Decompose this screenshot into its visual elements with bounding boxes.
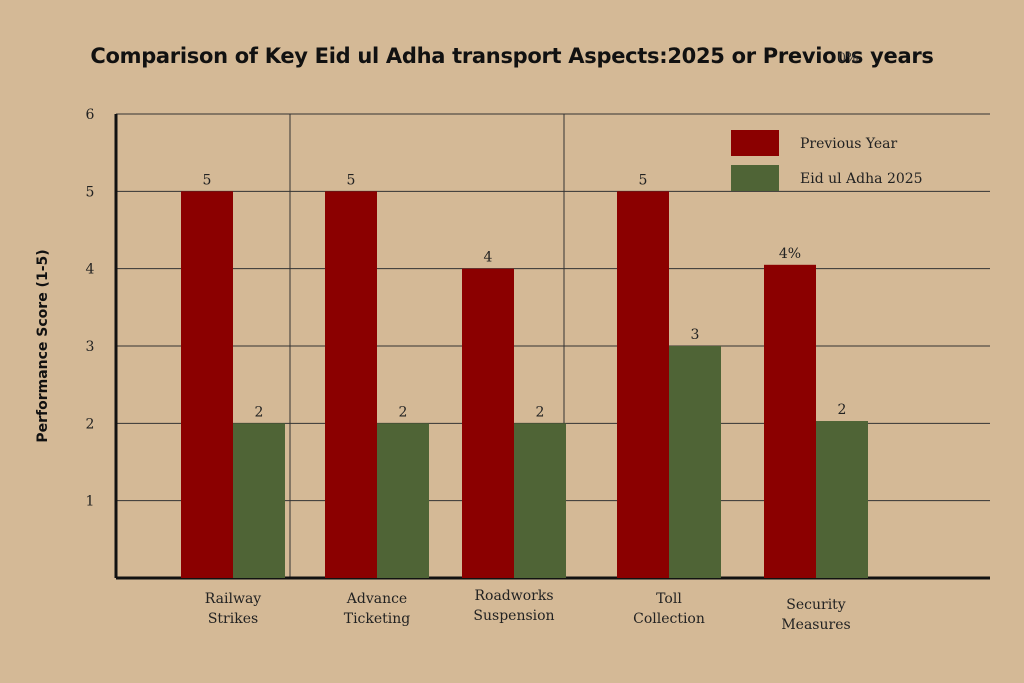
data-label-0-4: 4%: [779, 246, 801, 262]
data-label-0-0: 5: [203, 172, 212, 188]
category-label-2: Roadworks Suspension: [473, 588, 554, 624]
bar-eid2025-1: [377, 423, 429, 578]
y-tick-2: 2: [86, 416, 95, 432]
y-axis-label: Performance Score (1-5): [35, 249, 51, 442]
category-label-0: Railway Strikes: [205, 591, 261, 627]
data-label-1-2: 2: [536, 404, 545, 420]
bar-previous-0: [181, 191, 233, 579]
category-label-3: Toll Collection: [633, 591, 705, 627]
bar-previous-1: [325, 191, 377, 579]
category-labels: Railway Strikes Advance Ticketing Roadworks S…: [205, 588, 851, 633]
data-label-0-1: 5: [347, 172, 356, 188]
data-label-1-1: 2: [399, 404, 408, 420]
title-overlay-label: 0%: [838, 51, 859, 66]
y-tick-5: 5: [86, 184, 95, 200]
legend-label-1: Eid ul Adha 2025: [800, 171, 923, 187]
data-label-0-3: 5: [639, 172, 648, 188]
data-label-1-4: 2: [838, 402, 847, 418]
category-label-4: Security Measures: [781, 597, 850, 633]
y-tick-6: 6: [86, 107, 95, 123]
category-label-1: Advance Ticketing: [344, 591, 411, 627]
y-tick-4: 4: [86, 262, 95, 278]
bar-eid2025-3: [669, 346, 721, 578]
y-tick-labels: 1 2 3 4 5 6: [86, 107, 95, 510]
y-tick-1: 1: [86, 494, 95, 510]
bar-previous-3: [617, 191, 669, 579]
data-label-0-2: 4: [484, 250, 493, 266]
bar-eid2025-4: [816, 421, 868, 578]
chart-title: Comparison of Key Eid ul Adha transport …: [90, 44, 934, 68]
legend-swatch-1: [731, 165, 779, 191]
bar-eid2025-0: [233, 423, 285, 578]
y-tick-3: 3: [86, 339, 95, 355]
legend-swatch-0: [731, 130, 779, 156]
legend-label-0: Previous Year: [800, 136, 898, 152]
bar-eid2025-2: [514, 423, 566, 578]
bar-previous-4: [764, 264, 816, 578]
bars: [181, 191, 868, 579]
bar-previous-2: [462, 268, 514, 578]
data-label-1-3: 3: [691, 327, 700, 343]
legend: Previous Year Eid ul Adha 2025: [731, 130, 923, 191]
data-labels: 5 5 4 5 4% 2 2 2 3 2: [203, 172, 847, 420]
data-label-1-0: 2: [255, 404, 264, 420]
